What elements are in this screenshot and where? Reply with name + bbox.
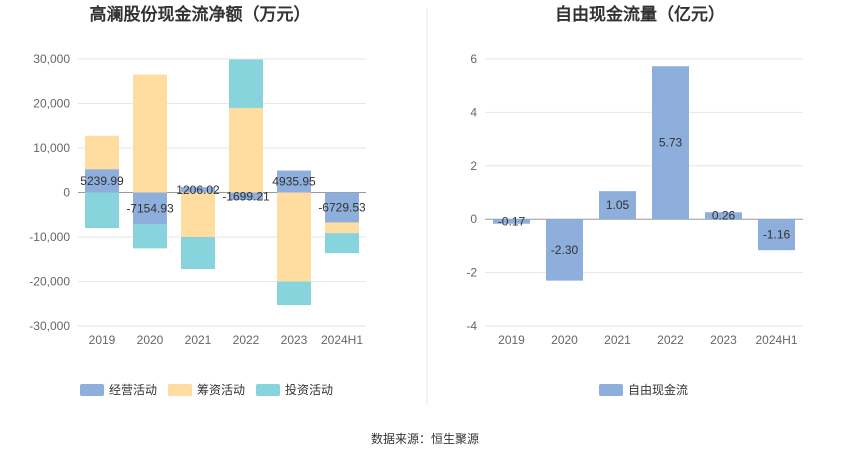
data-label: 4935.95 [272, 175, 316, 189]
x-tick-label: 2023 [710, 333, 737, 347]
x-tick-label: 2022 [233, 333, 260, 347]
cashflow-chart: 高澜股份现金流净额（万元） 30,000 20,000 10,000 0 -10,000… [29, 4, 366, 397]
data-label: -1.16 [763, 228, 791, 242]
y-tick-label: 2 [470, 159, 477, 173]
x-tick-label: 2022 [657, 333, 684, 347]
bar-2024H1-经营活动 [325, 192, 359, 223]
bar-2022-自由现金流 [652, 66, 689, 220]
y-tick-label: -4 [466, 319, 477, 333]
bar-2019-筹资活动 [85, 135, 119, 170]
x-tick-label: 2021 [185, 333, 212, 347]
data-label: 5.73 [659, 136, 683, 150]
cashflow-y-axis: 30,000 20,000 10,000 0 -10,000 -20,000 -30,000 [29, 52, 70, 333]
y-tick-label: -30,000 [29, 319, 70, 333]
bar-2020-投资活动 [133, 224, 167, 249]
bar-2023-筹资活动 [277, 192, 311, 282]
data-label: -2.30 [551, 243, 579, 257]
bar-2023-经营活动 [277, 170, 311, 193]
x-tick-label: 2023 [281, 333, 308, 347]
legend-swatch-经营活动 [80, 384, 104, 396]
bar-2021-投资活动 [181, 237, 215, 270]
bar-2020-筹资活动 [133, 74, 167, 193]
bar-2021-自由现金流 [599, 191, 636, 220]
legend-swatch-投资活动 [256, 384, 280, 396]
x-tick-label: 2019 [498, 333, 525, 347]
bar-2022-经营活动 [229, 192, 263, 201]
cashflow-bars [85, 59, 359, 306]
data-source-note: 数据来源：恒生聚源 [371, 431, 479, 446]
cashflow-grid [78, 58, 366, 327]
fcf-legend: 自由现金流 [599, 382, 688, 397]
bar-2022-投资活动 [229, 59, 263, 108]
x-tick-label: 2024H1 [321, 333, 363, 347]
bar-2024H1-自由现金流 [758, 219, 795, 251]
fcf-x-axis: 2019 2020 2021 2022 2023 2024H1 [498, 333, 798, 347]
bar-2024H1-筹资活动 [325, 222, 359, 234]
bar-2020-自由现金流 [546, 219, 583, 281]
bar-2021-筹资活动 [181, 192, 215, 237]
legend-label: 经营活动 [109, 383, 157, 397]
bar-2024H1-投资活动 [325, 233, 359, 254]
fcf-bars [493, 66, 795, 281]
cashflow-x-axis: 2019 2020 2021 2022 2023 2024H1 [89, 333, 364, 347]
fcf-chart-title: 自由现金流量（亿元） [555, 4, 725, 24]
y-tick-label: 10,000 [33, 141, 70, 155]
data-label: -0.17 [498, 214, 526, 228]
x-tick-label: 2021 [604, 333, 631, 347]
fcf-y-axis: 6 4 2 0 -2 -4 [466, 52, 477, 333]
bar-2021-经营活动 [181, 187, 215, 193]
legend-swatch-筹资活动 [168, 384, 192, 396]
y-tick-label: 30,000 [33, 52, 70, 66]
y-tick-label: 6 [470, 52, 477, 66]
data-label: 1.05 [606, 198, 630, 212]
bar-2019-自由现金流 [493, 219, 530, 224]
bar-2022-筹资活动 [229, 107, 263, 193]
y-tick-label: 0 [63, 186, 70, 200]
data-label: -6729.53 [318, 200, 366, 214]
y-tick-label: 20,000 [33, 97, 70, 111]
cashflow-chart-title: 高澜股份现金流净额（万元） [90, 4, 311, 24]
x-tick-label: 2020 [551, 333, 578, 347]
bar-2019-经营活动 [85, 169, 119, 193]
bar-2023-投资活动 [277, 281, 311, 306]
y-tick-label: -2 [466, 266, 477, 280]
bar-2023-自由现金流 [705, 212, 742, 220]
legend-label: 筹资活动 [197, 383, 245, 397]
cashflow-legend: 经营活动 筹资活动 投资活动 [80, 382, 333, 397]
x-tick-label: 2024H1 [755, 333, 797, 347]
fcf-grid [485, 58, 803, 327]
bar-2020-经营活动 [133, 192, 167, 225]
data-label: 1206.02 [176, 183, 220, 197]
y-tick-label: 4 [470, 105, 477, 119]
x-tick-label: 2020 [137, 333, 164, 347]
data-label: 0.26 [712, 209, 736, 223]
bar-2019-投资活动 [85, 192, 119, 229]
y-tick-label: -10,000 [29, 230, 70, 244]
fcf-data-labels: -0.17 -2.30 1.05 5.73 0.26 -1.16 [498, 136, 791, 257]
legend-label: 投资活动 [285, 382, 333, 397]
data-label: 5239.99 [80, 174, 124, 188]
fcf-chart: 自由现金流量（亿元） 6 4 2 0 -2 -4 2019 2020 2021 2022 2023… [466, 4, 803, 397]
legend-label: 自由现金流 [628, 382, 688, 397]
data-label: -1699.21 [222, 189, 270, 203]
legend-swatch-自由现金流 [599, 384, 623, 396]
y-tick-label: -20,000 [29, 275, 70, 289]
data-label: -7154.93 [126, 201, 174, 215]
x-tick-label: 2019 [89, 333, 116, 347]
y-tick-label: 0 [470, 212, 477, 226]
